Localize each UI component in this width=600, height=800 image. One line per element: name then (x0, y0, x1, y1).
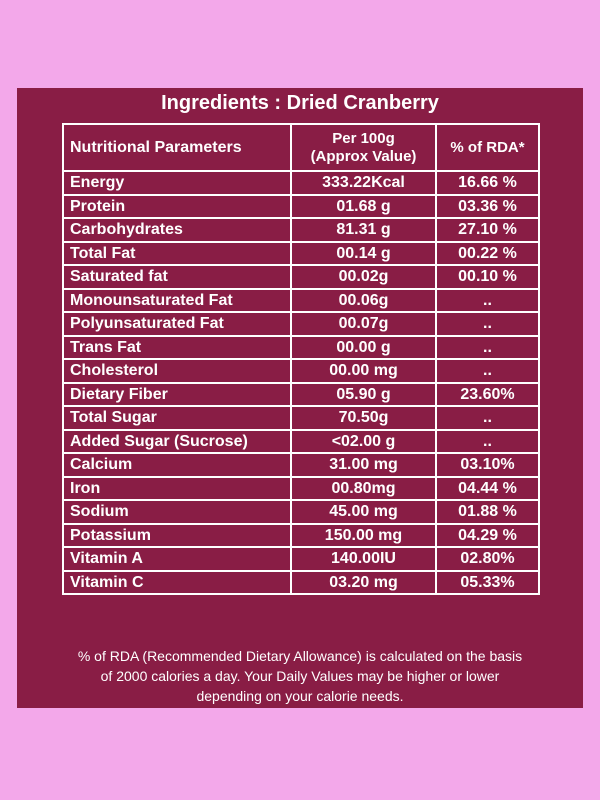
parameter-cell: Dietary Fiber (62, 381, 292, 407)
parameter-cell: Total Fat (62, 240, 292, 266)
value-cell: 03.10% (435, 452, 540, 478)
parameter-cell: Added Sugar (Sucrose) (62, 428, 292, 454)
parameter-cell: Protein (62, 193, 292, 219)
table-head: Nutritional Parameters Per 100g (Approx V… (62, 123, 540, 172)
value-cell: 00.06g (290, 287, 437, 313)
table-row: Sodium 45.00 mg 01.88 % (62, 499, 540, 525)
value-cell: 04.44 % (435, 475, 540, 501)
table-row: Vitamin A 140.00IU 02.80% (62, 546, 540, 572)
value-cell: 01.88 % (435, 499, 540, 525)
value-cell: 00.14 g (290, 240, 437, 266)
footnote-line: % of RDA (Recommended Dietary Allowance)… (77, 648, 523, 664)
table-row: Energy 333.22Kcal 16.66 % (62, 170, 540, 196)
table-row: Calcium 31.00 mg 03.10% (62, 452, 540, 478)
value-cell: 00.02g (290, 264, 437, 290)
value-cell: 27.10 % (435, 217, 540, 243)
footnote-line: of 2000 calories a day. Your Daily Value… (100, 668, 500, 684)
parameter-cell: Trans Fat (62, 334, 292, 360)
table-row: Protein 01.68 g 03.36 % (62, 193, 540, 219)
table-row: Polyunsaturated Fat 00.07g.. (62, 311, 540, 337)
value-cell: .. (435, 287, 540, 313)
nutrition-panel: Ingredients : Dried Cranberry Nutritiona… (17, 88, 583, 708)
value-cell: 23.60% (435, 381, 540, 407)
value-cell: 05.90 g (290, 381, 437, 407)
value-cell: 00.07g (290, 311, 437, 337)
value-cell: 333.22Kcal (290, 170, 437, 196)
value-cell: .. (435, 428, 540, 454)
table-row: Potassium 150.00 mg 04.29 % (62, 522, 540, 548)
parameter-cell: Vitamin C (62, 569, 292, 595)
table-row: Iron 00.80mg 04.44 % (62, 475, 540, 501)
table-row: Total Sugar 70.50g.. (62, 405, 540, 431)
table-row: Cholesterol 00.00 mg.. (62, 358, 540, 384)
table-row: Trans Fat 00.00 g.. (62, 334, 540, 360)
table-row: Total Fat 00.14 g 00.22 % (62, 240, 540, 266)
header-cell: Nutritional Parameters (62, 123, 292, 172)
parameter-cell: Polyunsaturated Fat (62, 311, 292, 337)
table-row: Monounsaturated Fat 00.06g.. (62, 287, 540, 313)
nutrition-table: Nutritional Parameters Per 100g (Approx V… (62, 123, 540, 595)
parameter-cell: Carbohydrates (62, 217, 292, 243)
value-cell: 45.00 mg (290, 499, 437, 525)
value-cell: .. (435, 334, 540, 360)
table-row: Carbohydrates 81.31 g 27.10 % (62, 217, 540, 243)
parameter-cell: Sodium (62, 499, 292, 525)
parameter-cell: Calcium (62, 452, 292, 478)
parameter-cell: Iron (62, 475, 292, 501)
title: Ingredients : Dried Cranberry (161, 92, 439, 114)
value-cell: .. (435, 311, 540, 337)
table-row: Vitamin C 03.20 mg 05.33% (62, 569, 540, 595)
value-cell: 150.00 mg (290, 522, 437, 548)
value-cell: 01.68 g (290, 193, 437, 219)
value-cell: 00.00 g (290, 334, 437, 360)
value-cell: <02.00 g (290, 428, 437, 454)
value-cell: 00.22 % (435, 240, 540, 266)
value-cell: 00.80mg (290, 475, 437, 501)
value-cell: 70.50g (290, 405, 437, 431)
parameter-cell: Cholesterol (62, 358, 292, 384)
value-cell: .. (435, 358, 540, 384)
value-cell: 04.29 % (435, 522, 540, 548)
header-row: Nutritional Parameters Per 100g (Approx V… (62, 123, 540, 172)
value-cell: 31.00 mg (290, 452, 437, 478)
header-cell: Per 100g (Approx Value) (290, 123, 437, 172)
parameter-cell: Vitamin A (62, 546, 292, 572)
table-row: Dietary Fiber 05.90 g 23.60% (62, 381, 540, 407)
parameter-cell: Monounsaturated Fat (62, 287, 292, 313)
value-cell: 00.10 % (435, 264, 540, 290)
header-cell: % of RDA* (435, 123, 540, 172)
parameter-cell: Energy (62, 170, 292, 196)
value-cell: 16.66 % (435, 170, 540, 196)
table-row: Saturated fat 00.02g 00.10 % (62, 264, 540, 290)
value-cell: .. (435, 405, 540, 431)
table-row: Added Sugar (Sucrose) <02.00 g.. (62, 428, 540, 454)
table-body: Energy 333.22Kcal 16.66 % Protein 01.68 g 03.… (62, 170, 540, 595)
value-cell: 03.20 mg (290, 569, 437, 595)
parameter-cell: Saturated fat (62, 264, 292, 290)
value-cell: 05.33% (435, 569, 540, 595)
parameter-cell: Total Sugar (62, 405, 292, 431)
value-cell: 81.31 g (290, 217, 437, 243)
value-cell: 02.80% (435, 546, 540, 572)
value-cell: 03.36 % (435, 193, 540, 219)
value-cell: 140.00IU (290, 546, 437, 572)
footnote-line: depending on your calorie needs. (196, 688, 404, 704)
value-cell: 00.00 mg (290, 358, 437, 384)
footnote: % of RDA (Recommended Dietary Allowance)… (17, 646, 583, 706)
parameter-cell: Potassium (62, 522, 292, 548)
